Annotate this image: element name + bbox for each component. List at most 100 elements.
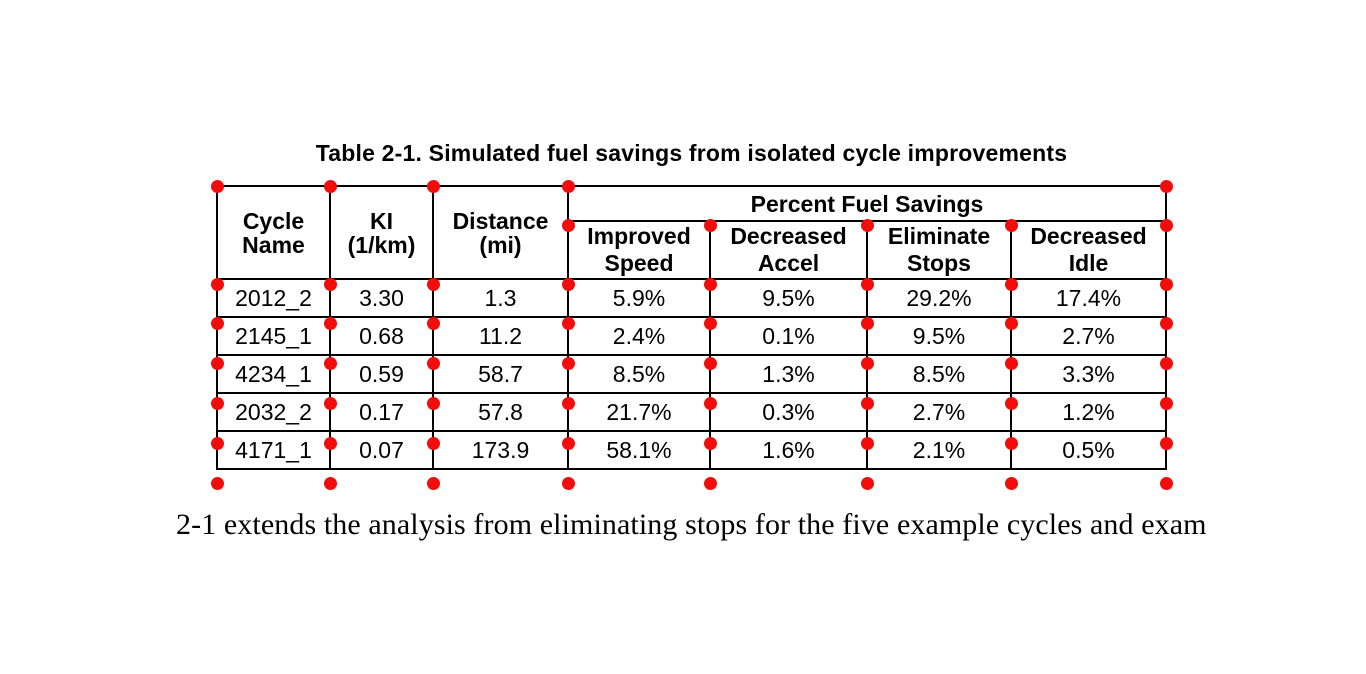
grid-annotation-dot[interactable]	[860, 316, 874, 330]
col-header-cycle-name: Cycle Name	[216, 185, 331, 280]
grid-annotation-dot[interactable]	[426, 277, 440, 291]
grid-annotation-dot[interactable]	[210, 277, 224, 291]
cell-decreased-accel: 1.3%	[709, 354, 868, 394]
grid-annotation-dot[interactable]	[1004, 476, 1018, 490]
table-row: 2145_1 0.68 11.2 2.4% 0.1% 9.5% 2.7%	[216, 316, 1167, 356]
col-header-distance: Distance (mi)	[432, 185, 569, 280]
grid-annotation-dot[interactable]	[1004, 436, 1018, 450]
grid-annotation-dot[interactable]	[1159, 218, 1173, 232]
cell-distance: 58.7	[432, 354, 569, 394]
grid-annotation-dot[interactable]	[703, 436, 717, 450]
grid-annotation-dot[interactable]	[860, 277, 874, 291]
table-row: 2012_2 3.30 1.3 5.9% 9.5% 29.2% 17.4%	[216, 278, 1167, 318]
col-header-decreased-idle: Decreased Idle	[1010, 220, 1167, 280]
table-row: 2032_2 0.17 57.8 21.7% 0.3% 2.7% 1.2%	[216, 392, 1167, 432]
grid-annotation-dot[interactable]	[426, 316, 440, 330]
grid-annotation-dot[interactable]	[703, 277, 717, 291]
grid-annotation-dot[interactable]	[323, 277, 337, 291]
cell-decreased-idle: 2.7%	[1010, 316, 1167, 356]
cell-eliminate-stops: 29.2%	[866, 278, 1012, 318]
cell-decreased-accel: 0.1%	[709, 316, 868, 356]
grid-annotation-dot[interactable]	[1159, 356, 1173, 370]
grid-annotation-dot[interactable]	[426, 436, 440, 450]
grid-annotation-dot[interactable]	[860, 436, 874, 450]
grid-annotation-dot[interactable]	[1004, 316, 1018, 330]
col-header-decreased-accel: Decreased Accel	[709, 220, 868, 280]
cell-eliminate-stops: 2.1%	[866, 430, 1012, 470]
col-header-improved-speed: Improved Speed	[567, 220, 711, 280]
cell-eliminate-stops: 8.5%	[866, 354, 1012, 394]
col-header-eliminate-stops: Eliminate Stops	[866, 220, 1012, 280]
grid-annotation-dot[interactable]	[561, 316, 575, 330]
grid-annotation-dot[interactable]	[703, 356, 717, 370]
grid-annotation-dot[interactable]	[323, 179, 337, 193]
grid-annotation-dot[interactable]	[860, 218, 874, 232]
grid-annotation-dot[interactable]	[561, 356, 575, 370]
grid-annotation-dot[interactable]	[323, 436, 337, 450]
cell-ki: 0.68	[329, 316, 434, 356]
grid-annotation-dot[interactable]	[703, 396, 717, 410]
fuel-savings-table: Cycle Name KI (1/km) Distance (mi) Perce…	[216, 185, 1167, 470]
grid-annotation-dot[interactable]	[860, 476, 874, 490]
cell-improved-speed: 58.1%	[567, 430, 711, 470]
grid-annotation-dot[interactable]	[1159, 277, 1173, 291]
grid-annotation-dot[interactable]	[1004, 277, 1018, 291]
grid-annotation-dot[interactable]	[1159, 436, 1173, 450]
cell-decreased-accel: 0.3%	[709, 392, 868, 432]
grid-annotation-dot[interactable]	[210, 316, 224, 330]
grid-annotation-dot[interactable]	[1004, 396, 1018, 410]
grid-annotation-dot[interactable]	[703, 316, 717, 330]
grid-annotation-dot[interactable]	[323, 396, 337, 410]
grid-annotation-dot[interactable]	[426, 476, 440, 490]
cell-distance: 11.2	[432, 316, 569, 356]
grid-annotation-dot[interactable]	[210, 476, 224, 490]
cell-decreased-accel: 1.6%	[709, 430, 868, 470]
cell-cycle-name: 2012_2	[216, 278, 331, 318]
cell-decreased-idle: 1.2%	[1010, 392, 1167, 432]
grid-annotation-dot[interactable]	[561, 436, 575, 450]
grid-annotation-dot[interactable]	[1159, 316, 1173, 330]
col-group-header-percent-fuel-savings: Percent Fuel Savings	[567, 185, 1167, 222]
cell-improved-speed: 21.7%	[567, 392, 711, 432]
cell-ki: 0.59	[329, 354, 434, 394]
cell-decreased-idle: 0.5%	[1010, 430, 1167, 470]
grid-annotation-dot[interactable]	[426, 356, 440, 370]
cell-decreased-idle: 17.4%	[1010, 278, 1167, 318]
grid-annotation-dot[interactable]	[703, 218, 717, 232]
cell-ki: 3.30	[329, 278, 434, 318]
cell-decreased-idle: 3.3%	[1010, 354, 1167, 394]
grid-annotation-dot[interactable]	[860, 396, 874, 410]
grid-annotation-dot[interactable]	[561, 179, 575, 193]
grid-annotation-dot[interactable]	[561, 277, 575, 291]
grid-annotation-dot[interactable]	[323, 316, 337, 330]
cell-improved-speed: 8.5%	[567, 354, 711, 394]
grid-annotation-dot[interactable]	[1004, 356, 1018, 370]
cell-eliminate-stops: 2.7%	[866, 392, 1012, 432]
grid-annotation-dot[interactable]	[426, 396, 440, 410]
grid-annotation-dot[interactable]	[210, 179, 224, 193]
cell-cycle-name: 2032_2	[216, 392, 331, 432]
table-row: 4234_1 0.59 58.7 8.5% 1.3% 8.5% 3.3%	[216, 354, 1167, 394]
grid-annotation-dot[interactable]	[1004, 218, 1018, 232]
table-row: 4171_1 0.07 173.9 58.1% 1.6% 2.1% 0.5%	[216, 430, 1167, 470]
clipped-char-fragment: e	[158, 510, 165, 543]
grid-annotation-dot[interactable]	[210, 396, 224, 410]
grid-annotation-dot[interactable]	[561, 396, 575, 410]
cell-distance: 57.8	[432, 392, 569, 432]
grid-annotation-dot[interactable]	[323, 356, 337, 370]
grid-annotation-dot[interactable]	[1159, 476, 1173, 490]
grid-annotation-dot[interactable]	[210, 436, 224, 450]
grid-annotation-dot[interactable]	[426, 179, 440, 193]
cell-cycle-name: 2145_1	[216, 316, 331, 356]
cell-improved-speed: 5.9%	[567, 278, 711, 318]
grid-annotation-dot[interactable]	[323, 476, 337, 490]
grid-annotation-dot[interactable]	[703, 476, 717, 490]
grid-annotation-dot[interactable]	[210, 356, 224, 370]
cell-ki: 0.17	[329, 392, 434, 432]
grid-annotation-dot[interactable]	[860, 356, 874, 370]
grid-annotation-dot[interactable]	[1159, 179, 1173, 193]
grid-annotation-dot[interactable]	[561, 218, 575, 232]
grid-annotation-dot[interactable]	[561, 476, 575, 490]
grid-annotation-dot[interactable]	[1159, 396, 1173, 410]
